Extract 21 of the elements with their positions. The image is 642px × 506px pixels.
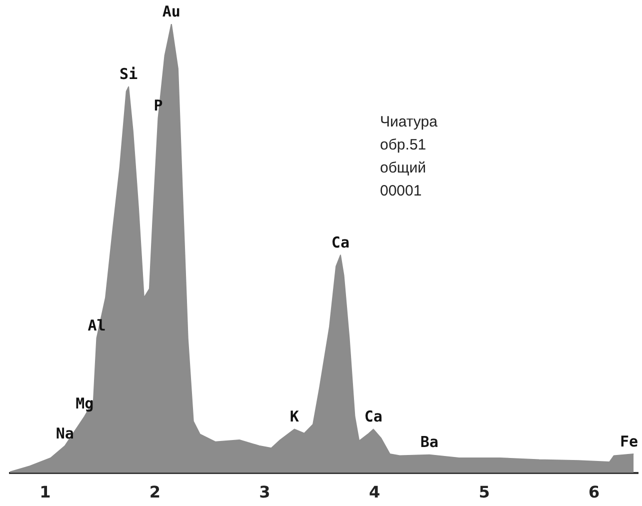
annotation: Si xyxy=(120,65,138,84)
x-tick-label: 3 xyxy=(259,482,270,502)
annotation: Чиатура xyxy=(380,114,438,131)
x-tick-label: 2 xyxy=(149,482,160,502)
x-tick-label: 5 xyxy=(478,482,490,502)
x-tick-label: 1 xyxy=(40,482,51,502)
annotation: Na xyxy=(56,424,74,442)
annotation: Ba xyxy=(420,433,438,452)
annotation: обр.51 xyxy=(380,136,426,154)
annotation: Al xyxy=(88,316,106,335)
annotation: K xyxy=(290,408,299,426)
annotation: Ca xyxy=(331,234,350,252)
annotation: 00001 xyxy=(380,182,422,200)
annotation: Ca xyxy=(364,408,382,426)
x-tick-label: 4 xyxy=(368,482,380,502)
annotation: общий xyxy=(380,160,426,177)
annotation: P xyxy=(154,96,163,115)
annotation: Fe xyxy=(620,432,638,450)
annotation: Mg xyxy=(76,394,94,413)
x-tick-label: 6 xyxy=(588,482,600,502)
annotation: Au xyxy=(162,2,180,20)
